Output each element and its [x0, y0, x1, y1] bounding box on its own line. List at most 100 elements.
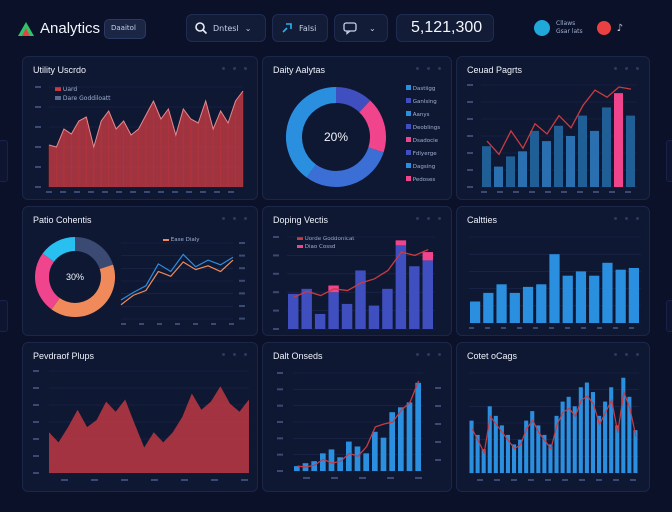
- axis-tick-label: [35, 146, 41, 148]
- bar: [572, 406, 577, 473]
- legend-item: Ganlsing: [412, 99, 437, 105]
- avatar-2-icon: [596, 21, 611, 35]
- panel-menu-icon[interactable]: [614, 353, 639, 356]
- y2-tick-label: [435, 423, 441, 425]
- message-box[interactable]: ⌄: [334, 14, 388, 42]
- x-tick-label: [579, 479, 585, 481]
- donut-line-chart: 30%: [35, 237, 245, 325]
- axis-tick-label: [33, 455, 39, 457]
- x-tick-label: [229, 323, 234, 325]
- donut-slice: [74, 237, 114, 270]
- y-tick-label: [239, 254, 245, 257]
- bar: [603, 401, 608, 473]
- bar: [354, 446, 361, 471]
- axis-tick-label: [35, 86, 41, 88]
- bar: [395, 245, 407, 329]
- bar-line-chart: [467, 84, 637, 193]
- axis-tick-label: [277, 437, 283, 440]
- bar-line-chart: [273, 236, 435, 330]
- bar: [506, 156, 515, 187]
- x-tick-label: [593, 191, 599, 193]
- ratio-panel: Patio Cohentis Ease Dialy 30%: [22, 206, 258, 336]
- panel-menu-icon[interactable]: [222, 353, 247, 356]
- bar: [628, 267, 639, 323]
- legend-item: Dsadocie: [412, 138, 439, 144]
- panel-title: Pevdraof Plups: [33, 351, 95, 361]
- bar: [499, 425, 504, 473]
- panel-menu-icon[interactable]: [416, 217, 441, 220]
- bar: [562, 275, 573, 323]
- donut-slice: [306, 147, 384, 187]
- user-line2: Gsar lats: [556, 28, 583, 35]
- bar: [382, 288, 393, 329]
- bar: [496, 284, 507, 323]
- bar: [536, 425, 541, 473]
- bar-top-segment: [395, 240, 407, 246]
- donut-slice: [335, 87, 371, 113]
- cost-panel: Cotet oCags: [456, 342, 650, 492]
- x-tick-label: [485, 327, 490, 329]
- panel-title: Doping Vectis: [273, 215, 329, 225]
- bar: [389, 412, 395, 471]
- right-edge-panel: [666, 300, 672, 332]
- donut-slice: [358, 100, 386, 153]
- x-tick-label: [469, 327, 474, 329]
- bar: [578, 387, 583, 473]
- axis-tick-label: [33, 438, 39, 440]
- bar: [578, 115, 587, 187]
- bar: [589, 275, 600, 323]
- chevron-down-icon: ⌄: [244, 23, 252, 33]
- donut-center-label: 20%: [324, 130, 348, 144]
- panel-menu-icon[interactable]: [614, 217, 639, 220]
- user-area[interactable]: Cllaws Gsar lats ♪: [526, 14, 656, 42]
- bar: [530, 411, 535, 473]
- brand[interactable]: Analytics: [18, 20, 100, 37]
- bar: [301, 288, 312, 329]
- x-tick-label: [597, 327, 602, 329]
- x-tick-label: [241, 479, 248, 481]
- workspace-badge[interactable]: Daaitol: [104, 19, 146, 39]
- panel-menu-icon[interactable]: [416, 353, 441, 356]
- bar: [614, 93, 623, 187]
- legend-item: Fdlyerge: [412, 151, 437, 157]
- donut-chart: 20%: [286, 87, 386, 187]
- bar: [524, 420, 529, 473]
- bar: [590, 392, 595, 473]
- x-tick-label: [102, 191, 108, 193]
- area-chart: [33, 370, 249, 481]
- bar: [522, 286, 534, 323]
- panel-menu-icon[interactable]: [222, 67, 247, 70]
- search-text: Dntesl: [213, 23, 239, 33]
- axis-tick-label: [467, 169, 473, 171]
- x-tick-label: [613, 327, 618, 329]
- y-tick-label: [239, 305, 245, 307]
- bar: [475, 434, 480, 473]
- panel-title: Patio Cohentis: [33, 215, 92, 225]
- legend-item: Deoblings: [412, 125, 441, 131]
- series-line: [120, 253, 234, 301]
- legend-item: Aanys: [412, 112, 430, 118]
- y-tick-label: [239, 292, 245, 295]
- panel-menu-icon[interactable]: [416, 67, 441, 70]
- x-tick-label: [121, 323, 126, 325]
- filter-box[interactable]: Falsi: [272, 14, 328, 42]
- panel-menu-icon[interactable]: [614, 67, 639, 70]
- y-tick-label: [239, 279, 245, 282]
- x-tick-label: [175, 323, 180, 325]
- axis-tick-label: [35, 186, 41, 188]
- panel-title: Daity Aalytas: [273, 65, 326, 75]
- bar: [470, 301, 481, 323]
- bar: [542, 434, 547, 473]
- x-tick-label: [481, 191, 487, 193]
- badge-label: Daaitol: [111, 24, 136, 32]
- legend-item: Uorde Goddonicat: [304, 236, 355, 242]
- axis-tick-label: [273, 309, 279, 312]
- panel-menu-icon[interactable]: [222, 217, 247, 220]
- bar: [355, 270, 366, 329]
- bar: [341, 303, 353, 329]
- x-tick-label: [513, 191, 519, 193]
- legend-item: Dastiigg: [412, 86, 436, 92]
- x-tick-label: [130, 191, 136, 193]
- bar: [554, 125, 563, 187]
- search-box[interactable]: Dntesl ⌄: [186, 14, 266, 42]
